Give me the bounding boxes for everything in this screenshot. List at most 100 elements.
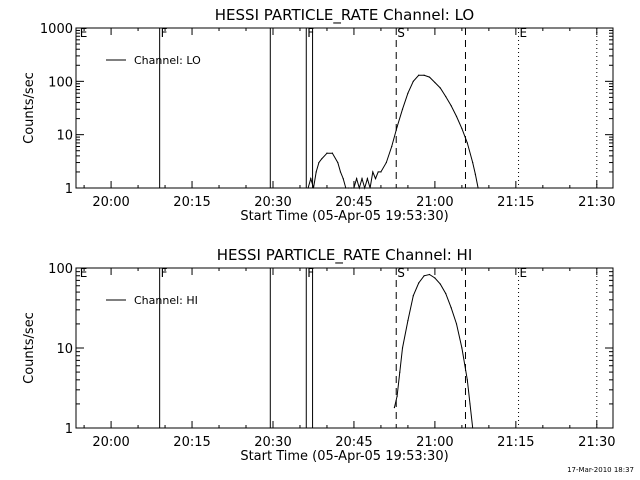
panel1-data-point (391, 145, 393, 148)
panel2-x-tick-label: 20:15 (173, 435, 210, 450)
panel1-x-tick-label: 20:15 (173, 195, 210, 210)
panel1-data-point (347, 187, 350, 189)
panel1-data-point (350, 187, 352, 189)
panel2-data-point (399, 371, 401, 373)
panel1-chart-title: HESSI PARTICLE_RATE Channel: LO (215, 6, 474, 25)
panel1-y-tick-label: 1000 (40, 22, 73, 37)
panel2-x-tick-label: 20:45 (335, 435, 372, 450)
panel1-data-point (474, 173, 476, 175)
panel1-x-tick-label: 21:30 (578, 195, 615, 210)
panel1-data-point (428, 76, 431, 78)
panel2-series-line (393, 273, 474, 429)
panel1-data-point (401, 108, 404, 110)
panel1-data-point (418, 74, 420, 76)
panel1-x-tick-label: 20:30 (254, 195, 291, 210)
panel1-data-point (339, 171, 342, 173)
panel1-plot-frame (75, 27, 614, 189)
panel1-data-point (434, 81, 436, 84)
panel2-data-point (461, 347, 463, 349)
panel1-data-point (412, 80, 414, 82)
panel1-x-axis-label: Start Time (05-Apr-05 19:53:30) (240, 209, 448, 224)
panel2-x-tick-label: 21:00 (416, 435, 453, 450)
panel1-event-marker-label: F (307, 26, 314, 40)
panel2-y-axis-label: Counts/sec (22, 312, 37, 384)
panel1-data-point (377, 171, 379, 173)
panel1-data-point (445, 95, 447, 98)
panel1-data-point (372, 171, 374, 173)
panel1-data-point (380, 171, 382, 173)
panel1-event-marker-label: E (520, 26, 528, 40)
panel2-data-point (445, 292, 447, 295)
panel1-y-tick-label: 1 (65, 182, 73, 197)
panel2-data-point (428, 273, 431, 276)
panel1-series-line (307, 74, 479, 190)
panel2-data-point (396, 395, 398, 397)
panel1-y-axis-label: Counts/sec (22, 72, 37, 144)
panel2-event-marker-label: S (397, 266, 405, 280)
panel1-data-point (320, 158, 323, 160)
panel1-x-tick-label: 20:00 (92, 195, 129, 210)
panel2-y-tick-label: 1 (65, 422, 73, 437)
panel1-data-point (353, 187, 355, 189)
panel2-chart-title: HESSI PARTICLE_RATE Channel: HI (217, 246, 473, 265)
panel2-data-point (450, 306, 452, 309)
panel1-y-tick-label: 10 (56, 129, 73, 144)
panel1-data-point (312, 187, 315, 189)
panel1-data-point (461, 127, 463, 130)
panel2-data-point (469, 403, 471, 405)
panel1-event-marker-label: E (80, 26, 88, 40)
panel1-event-marker-label: F (161, 26, 168, 40)
panel1-data-point (439, 87, 441, 89)
panel2-data-point (472, 427, 474, 429)
panel1-data-point (337, 161, 339, 164)
panel2-data-point (434, 277, 436, 279)
panel2-data-point (393, 406, 396, 409)
panel2-x-tick-label: 21:30 (578, 435, 615, 450)
panel1-data-point (364, 187, 366, 189)
panel1-y-tick-label: 100 (48, 75, 73, 90)
panel1-x-tick-label: 21:00 (416, 195, 453, 210)
panel1-data-point (466, 142, 468, 144)
panel2-x-tick-label: 20:00 (92, 435, 129, 450)
panel2-event-marker-label: E (520, 266, 528, 280)
panel2-data-point (439, 283, 441, 285)
panel1-data-point (407, 92, 409, 94)
panel1-data-point (374, 178, 377, 180)
panel1-x-tick-label: 21:15 (497, 195, 534, 210)
panel2-y-tick-label: 100 (48, 262, 73, 277)
panel1-data-point (318, 161, 320, 164)
panel1-data-point (361, 178, 363, 180)
panel2-data-point (418, 282, 420, 284)
panel1-data-point (455, 115, 458, 118)
panel1-data-point (356, 178, 358, 180)
panel2-event-marker-label: F (307, 266, 314, 280)
panel1-data-point (326, 152, 328, 154)
panel1-event-marker-label: S (397, 26, 405, 40)
panel2-data-point (412, 295, 414, 297)
panel2-y-tick-label: 10 (56, 342, 73, 357)
panel1-data-point (358, 187, 360, 189)
panel2-data-point (401, 347, 404, 349)
panel1-data-point (342, 178, 344, 180)
panel1-data-point (331, 152, 333, 154)
panel1-data-point (369, 187, 371, 189)
panel1-data-point (366, 178, 369, 180)
panel1-data-point (472, 161, 474, 164)
panel2-data-point (407, 320, 409, 322)
footer-timestamp: 17-Mar-2010 18:37 (567, 466, 634, 474)
panel2-x-axis-label: Start Time (05-Apr-05 19:53:30) (240, 449, 448, 464)
panel1-data-point (423, 74, 425, 76)
panel2-x-tick-label: 21:15 (497, 435, 534, 450)
panel1-x-tick-label: 20:45 (335, 195, 372, 210)
panel1-data-point (385, 161, 387, 164)
panel1-data-point (345, 187, 347, 189)
panel1-data-point (307, 187, 309, 189)
panel1-data-point (396, 126, 398, 128)
panel2-legend-label: Channel: HI (134, 294, 198, 307)
panel1-data-point (450, 105, 452, 107)
panel2-event-marker-label: F (161, 266, 168, 280)
panel2-data-point (466, 379, 468, 381)
panel1-data-point (477, 187, 479, 189)
